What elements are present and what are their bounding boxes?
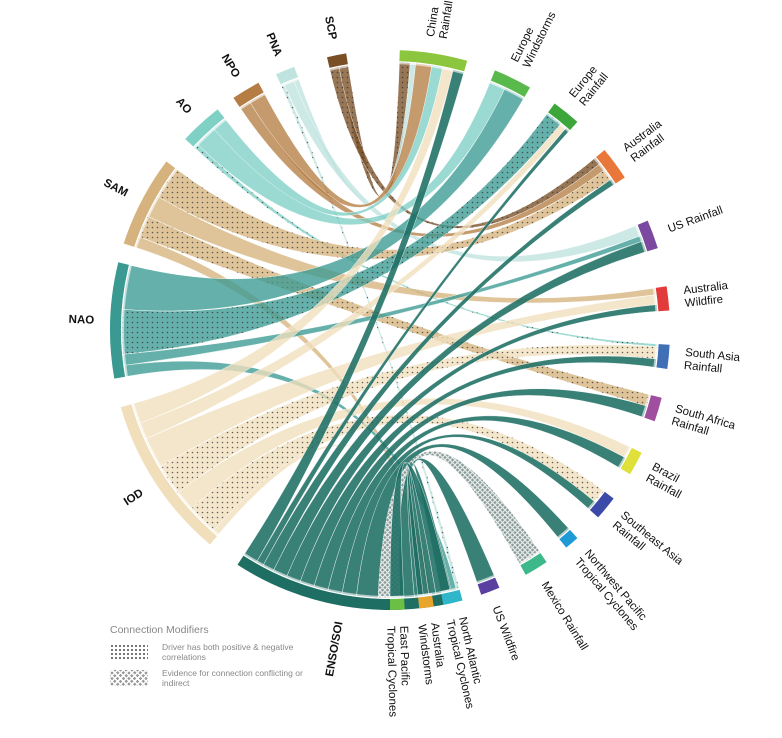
- ribbon-ao-sa-rain: [193, 143, 658, 347]
- legend-swatch-dots: [110, 644, 148, 660]
- impact-arc-china-rain[interactable]: [399, 50, 468, 72]
- legend-row-conflicting: Evidence for connection conflicting or i…: [110, 668, 370, 688]
- impact-label-mx-rain: Mexico Rainfall: [539, 580, 590, 653]
- driver-label-iod: IOD: [122, 487, 146, 508]
- impact-arc-au-fire[interactable]: [655, 286, 670, 312]
- impact-arc-edge-eu-wind: [489, 80, 525, 100]
- impact-label-eu-rain: EuropeRainfall: [567, 63, 611, 109]
- impact-label-au-rain: AustraliaRainfall: [621, 118, 672, 165]
- driver-arc-ao[interactable]: [185, 109, 225, 147]
- ribbon-sam-saf-rain: [138, 215, 651, 407]
- impact-label-eu-wind: EuropeWindstorms: [509, 4, 558, 70]
- impact-label-au-fire: AustraliaWildfire: [683, 280, 731, 310]
- driver-arc-edge-scp: [329, 64, 349, 71]
- driver-arc-scp[interactable]: [327, 53, 348, 68]
- driver-arc-iod[interactable]: [120, 404, 218, 545]
- arcs-layer: [110, 50, 670, 610]
- impact-arc-nat-tc[interactable]: [441, 589, 463, 605]
- driver-label-pna: PNA: [264, 31, 284, 58]
- driver-arc-npo[interactable]: [233, 82, 264, 107]
- impact-arc-edge-sea-rain: [587, 490, 605, 510]
- impact-arc-edge-nat-tc: [440, 586, 460, 595]
- impact-label-us-rain: US Rainfall: [666, 204, 724, 235]
- impact-arc-sea-rain[interactable]: [589, 491, 614, 518]
- impact-arc-au-rain[interactable]: [596, 150, 625, 184]
- impact-arc-edge-sa-rain: [653, 343, 659, 368]
- impact-arc-au-wind[interactable]: [418, 595, 434, 609]
- driver-arc-nao[interactable]: [110, 262, 129, 379]
- ribbons-layer: [121, 61, 658, 599]
- legend-swatch-hatch: [110, 670, 148, 686]
- legend-row-mixed: Driver has both positive & negative corr…: [110, 642, 370, 662]
- impact-label-us-fire: US Wildfire: [490, 605, 522, 663]
- impact-arc-br-rain[interactable]: [620, 447, 642, 475]
- driver-arc-edge-nao: [121, 264, 132, 377]
- impact-label-ep-tc: East PacificTropical Cyclones: [384, 626, 411, 718]
- legend: Connection Modifiers Driver has both pos…: [110, 624, 370, 694]
- impact-label-sea-rain: Southeast AsiaRainfall: [610, 509, 686, 577]
- impact-label-china-rain: ChinaRainfall: [425, 0, 456, 40]
- driver-arc-edge-npo: [239, 92, 266, 110]
- impact-arc-mx-rain[interactable]: [520, 553, 547, 575]
- impact-arc-edge-ep-tc: [390, 595, 405, 599]
- impact-arc-edge-china-rain: [399, 61, 465, 75]
- driver-arc-edge-sam: [134, 168, 178, 248]
- impact-arc-edge-au-rain: [593, 157, 616, 186]
- impact-label-sa-rain: South AsiaRainfall: [683, 347, 741, 377]
- driver-arc-pna[interactable]: [276, 66, 298, 85]
- impact-label-nwp-tc: Northwest PacificTropical Cyclones: [572, 548, 650, 634]
- impact-arc-edge-eu-rain: [546, 112, 570, 133]
- impact-arc-us-fire[interactable]: [477, 577, 500, 595]
- driver-label-nao: NAO: [68, 314, 94, 327]
- driver-arc-edge-pna: [280, 77, 299, 87]
- driver-label-npo: NPO: [219, 52, 242, 80]
- impact-label-saf-rain: South AfricaRainfall: [670, 403, 737, 445]
- driver-label-scp: SCP: [322, 15, 338, 41]
- ribbon-ao-eu-wind: [196, 81, 506, 225]
- impact-arc-nwp-tc[interactable]: [559, 529, 578, 548]
- impact-arc-eu-wind[interactable]: [490, 70, 530, 97]
- impact-arc-edge-mx-rain: [519, 550, 541, 566]
- impact-arc-edge-nwp-tc: [557, 527, 570, 540]
- driver-arc-edge-ao: [193, 118, 227, 149]
- impact-arc-eu-rain[interactable]: [548, 103, 578, 131]
- impact-arc-edge-us-rain: [634, 224, 648, 253]
- legend-text-conflicting: Evidence for connection conflicting or i…: [162, 668, 303, 688]
- impact-arc-edge-br-rain: [618, 446, 632, 469]
- impact-arc-ep-tc[interactable]: [390, 598, 405, 610]
- impact-arc-edge-au-fire: [652, 287, 659, 312]
- impact-label-nat-tc: North AtlanticTropical Cyclones: [443, 616, 488, 711]
- ribbon-iod-sea-rain: [190, 414, 605, 532]
- impact-label-au-wind: AustraliaWindstorms: [415, 622, 448, 686]
- impact-arc-sa-rain[interactable]: [656, 344, 670, 369]
- legend-title: Connection Modifiers: [110, 624, 209, 636]
- impact-arc-edge-au-wind: [417, 592, 433, 598]
- impact-label-br-rain: BrazilRainfall: [644, 461, 690, 501]
- impact-arc-saf-rain[interactable]: [644, 395, 662, 422]
- driver-label-sam: SAM: [101, 177, 129, 199]
- legend-text-mixed: Driver has both positive & negative corr…: [162, 642, 294, 662]
- driver-arc-sam[interactable]: [123, 161, 176, 247]
- impact-arc-edge-saf-rain: [641, 394, 651, 418]
- impact-arc-us-rain[interactable]: [637, 220, 658, 252]
- driver-label-ao: AO: [173, 96, 194, 117]
- impact-arc-edge-us-fire: [476, 574, 496, 585]
